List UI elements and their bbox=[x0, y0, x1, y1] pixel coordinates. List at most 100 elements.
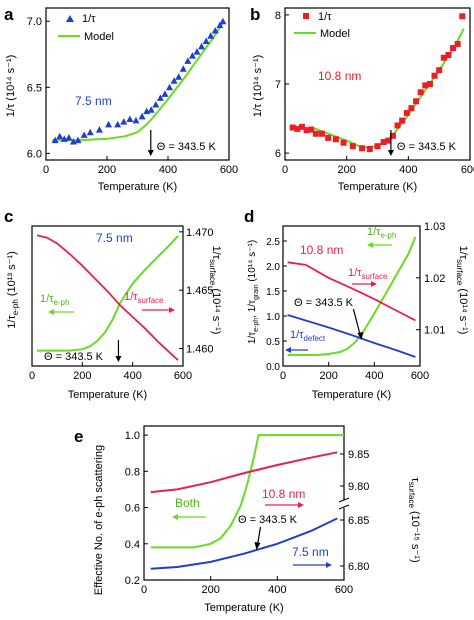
b-legend-square bbox=[303, 13, 309, 19]
b-data-point bbox=[312, 130, 319, 137]
c-ylabel-right: 1/τsurface (10¹⁴ s⁻¹) bbox=[208, 246, 222, 335]
c-surface-line bbox=[36, 234, 179, 361]
b-ylabel: 1/τ (10¹⁴ s⁻¹) bbox=[252, 55, 264, 118]
e-xtick-label: 600 bbox=[335, 584, 353, 596]
b-legend-model-label: Model bbox=[320, 28, 350, 40]
a-data-point bbox=[126, 115, 134, 123]
b-xlabel: Temperature (K) bbox=[338, 181, 417, 193]
a-data-point bbox=[188, 52, 196, 59]
d-annotation: 10.8 nm bbox=[300, 243, 343, 257]
e-ylabel-right: τsurface (10⁻¹⁵ s⁻¹) bbox=[407, 477, 421, 562]
b-legend-data-label: 1/τ bbox=[318, 11, 332, 23]
a-model-line bbox=[52, 21, 224, 142]
b-ytick-label: 7 bbox=[275, 79, 281, 91]
d-ytick-left-label: 1.0 bbox=[266, 312, 280, 323]
a-data-point bbox=[56, 132, 64, 140]
b-theta-label: Θ = 343.5 K bbox=[397, 141, 457, 153]
d-ytick-right-label: 1.02 bbox=[424, 273, 445, 285]
d-ytick-right-label: 1.01 bbox=[424, 325, 445, 337]
b-data-point bbox=[413, 98, 420, 105]
e-axis-break-mark bbox=[338, 497, 350, 503]
c-xlabel: Temperature (K) bbox=[68, 389, 147, 401]
a-data-point bbox=[198, 42, 206, 50]
e-10nm-arrowhead bbox=[298, 502, 304, 508]
a-ytick-label: 6.5 bbox=[27, 82, 42, 94]
d-xtick-label: 400 bbox=[365, 370, 383, 382]
a-xtick-label: 200 bbox=[98, 164, 116, 176]
c-eph-arrowhead bbox=[48, 309, 54, 315]
a-legend-triangle bbox=[66, 15, 74, 22]
a-data-point bbox=[51, 136, 59, 144]
a-xtick-label: 600 bbox=[220, 164, 238, 176]
e-line-7nm bbox=[150, 517, 338, 570]
a-data-point bbox=[95, 126, 103, 133]
a-data-point bbox=[170, 77, 178, 84]
b-data-point bbox=[426, 81, 433, 87]
panel-label-e: e bbox=[74, 427, 83, 446]
c-theta-label: Θ = 343.5 K bbox=[44, 351, 104, 363]
d-xtick-label: 0 bbox=[280, 370, 286, 382]
b-data-point bbox=[385, 137, 392, 144]
e-both-arrowhead bbox=[172, 514, 178, 520]
a-data-point bbox=[152, 100, 160, 108]
d-xtick-label: 600 bbox=[411, 370, 429, 382]
b-data-point bbox=[408, 105, 415, 112]
a-data-point bbox=[216, 21, 224, 29]
b-plot-frame bbox=[284, 7, 471, 161]
b-data-point bbox=[450, 45, 457, 52]
d-ytick-left-label: 0.0 bbox=[266, 362, 280, 373]
e-theta-arrowhead bbox=[254, 542, 261, 550]
b-data-point bbox=[459, 13, 466, 20]
a-data-point bbox=[120, 118, 128, 125]
a-xtick-label: 400 bbox=[159, 164, 177, 176]
d-surface-arrowhead bbox=[371, 281, 377, 287]
e-ytick-right-lower-label: 6.80 bbox=[348, 561, 369, 573]
a-data-point bbox=[86, 128, 94, 136]
b-xtick-label: 200 bbox=[337, 164, 355, 176]
b-data-point bbox=[454, 40, 461, 47]
a-data-point bbox=[184, 57, 192, 64]
a-theta-label: Θ = 343.5 K bbox=[157, 141, 217, 153]
a-ytick-label: 7.0 bbox=[27, 16, 42, 28]
a-data-point bbox=[156, 94, 164, 101]
d-plot-frame bbox=[282, 225, 421, 367]
b-data-point bbox=[294, 125, 301, 132]
d-xlabel: Temperature (K) bbox=[312, 389, 391, 401]
d-surface-label: 1/τsurface bbox=[348, 267, 388, 281]
a-data-point bbox=[114, 120, 122, 128]
b-data-point bbox=[399, 117, 406, 124]
a-data-point bbox=[202, 37, 210, 45]
a-data-point bbox=[161, 90, 169, 97]
d-ytick-left-label: 2.0 bbox=[266, 262, 280, 273]
e-ytick-right-lower-label: 6.85 bbox=[348, 515, 369, 527]
a-xtick-label: 0 bbox=[43, 164, 49, 176]
c-xtick-label: 400 bbox=[123, 370, 141, 382]
e-xtick-label: 400 bbox=[268, 584, 286, 596]
a-data-point bbox=[65, 134, 73, 141]
e-xtick-label: 0 bbox=[141, 584, 147, 596]
b-xtick-label: 0 bbox=[282, 164, 288, 176]
a-data-point bbox=[166, 83, 174, 91]
a-data-point bbox=[105, 120, 113, 128]
e-ytick-left-label: 0.8 bbox=[125, 466, 140, 478]
b-data-point bbox=[389, 132, 396, 139]
e-label-10nm: 10.8 nm bbox=[262, 487, 305, 501]
b-data-point bbox=[366, 145, 373, 152]
e-line-10nm bbox=[150, 451, 338, 494]
a-ytick-label: 6.0 bbox=[27, 148, 42, 160]
a-data-point bbox=[207, 32, 215, 39]
e-ytick-left-label: 0.4 bbox=[125, 539, 140, 551]
b-data-point bbox=[303, 127, 310, 134]
a-data-point bbox=[193, 48, 201, 55]
panel-label-a: a bbox=[4, 5, 14, 24]
b-xtick-label: 400 bbox=[399, 164, 417, 176]
a-xlabel: Temperature (K) bbox=[98, 181, 177, 193]
a-data-point bbox=[132, 116, 140, 124]
c-xtick-label: 600 bbox=[174, 370, 192, 382]
d-ylabel-left: 1/τe-ph, 1/τgrain (10¹⁴ s⁻¹) bbox=[247, 240, 260, 344]
e-theta-label: Θ = 343.5 K bbox=[238, 514, 298, 526]
b-data-point bbox=[349, 143, 356, 150]
c-plot-frame bbox=[31, 225, 184, 367]
b-annotation: 10.8 nm bbox=[318, 69, 361, 83]
b-data-point bbox=[359, 145, 366, 152]
